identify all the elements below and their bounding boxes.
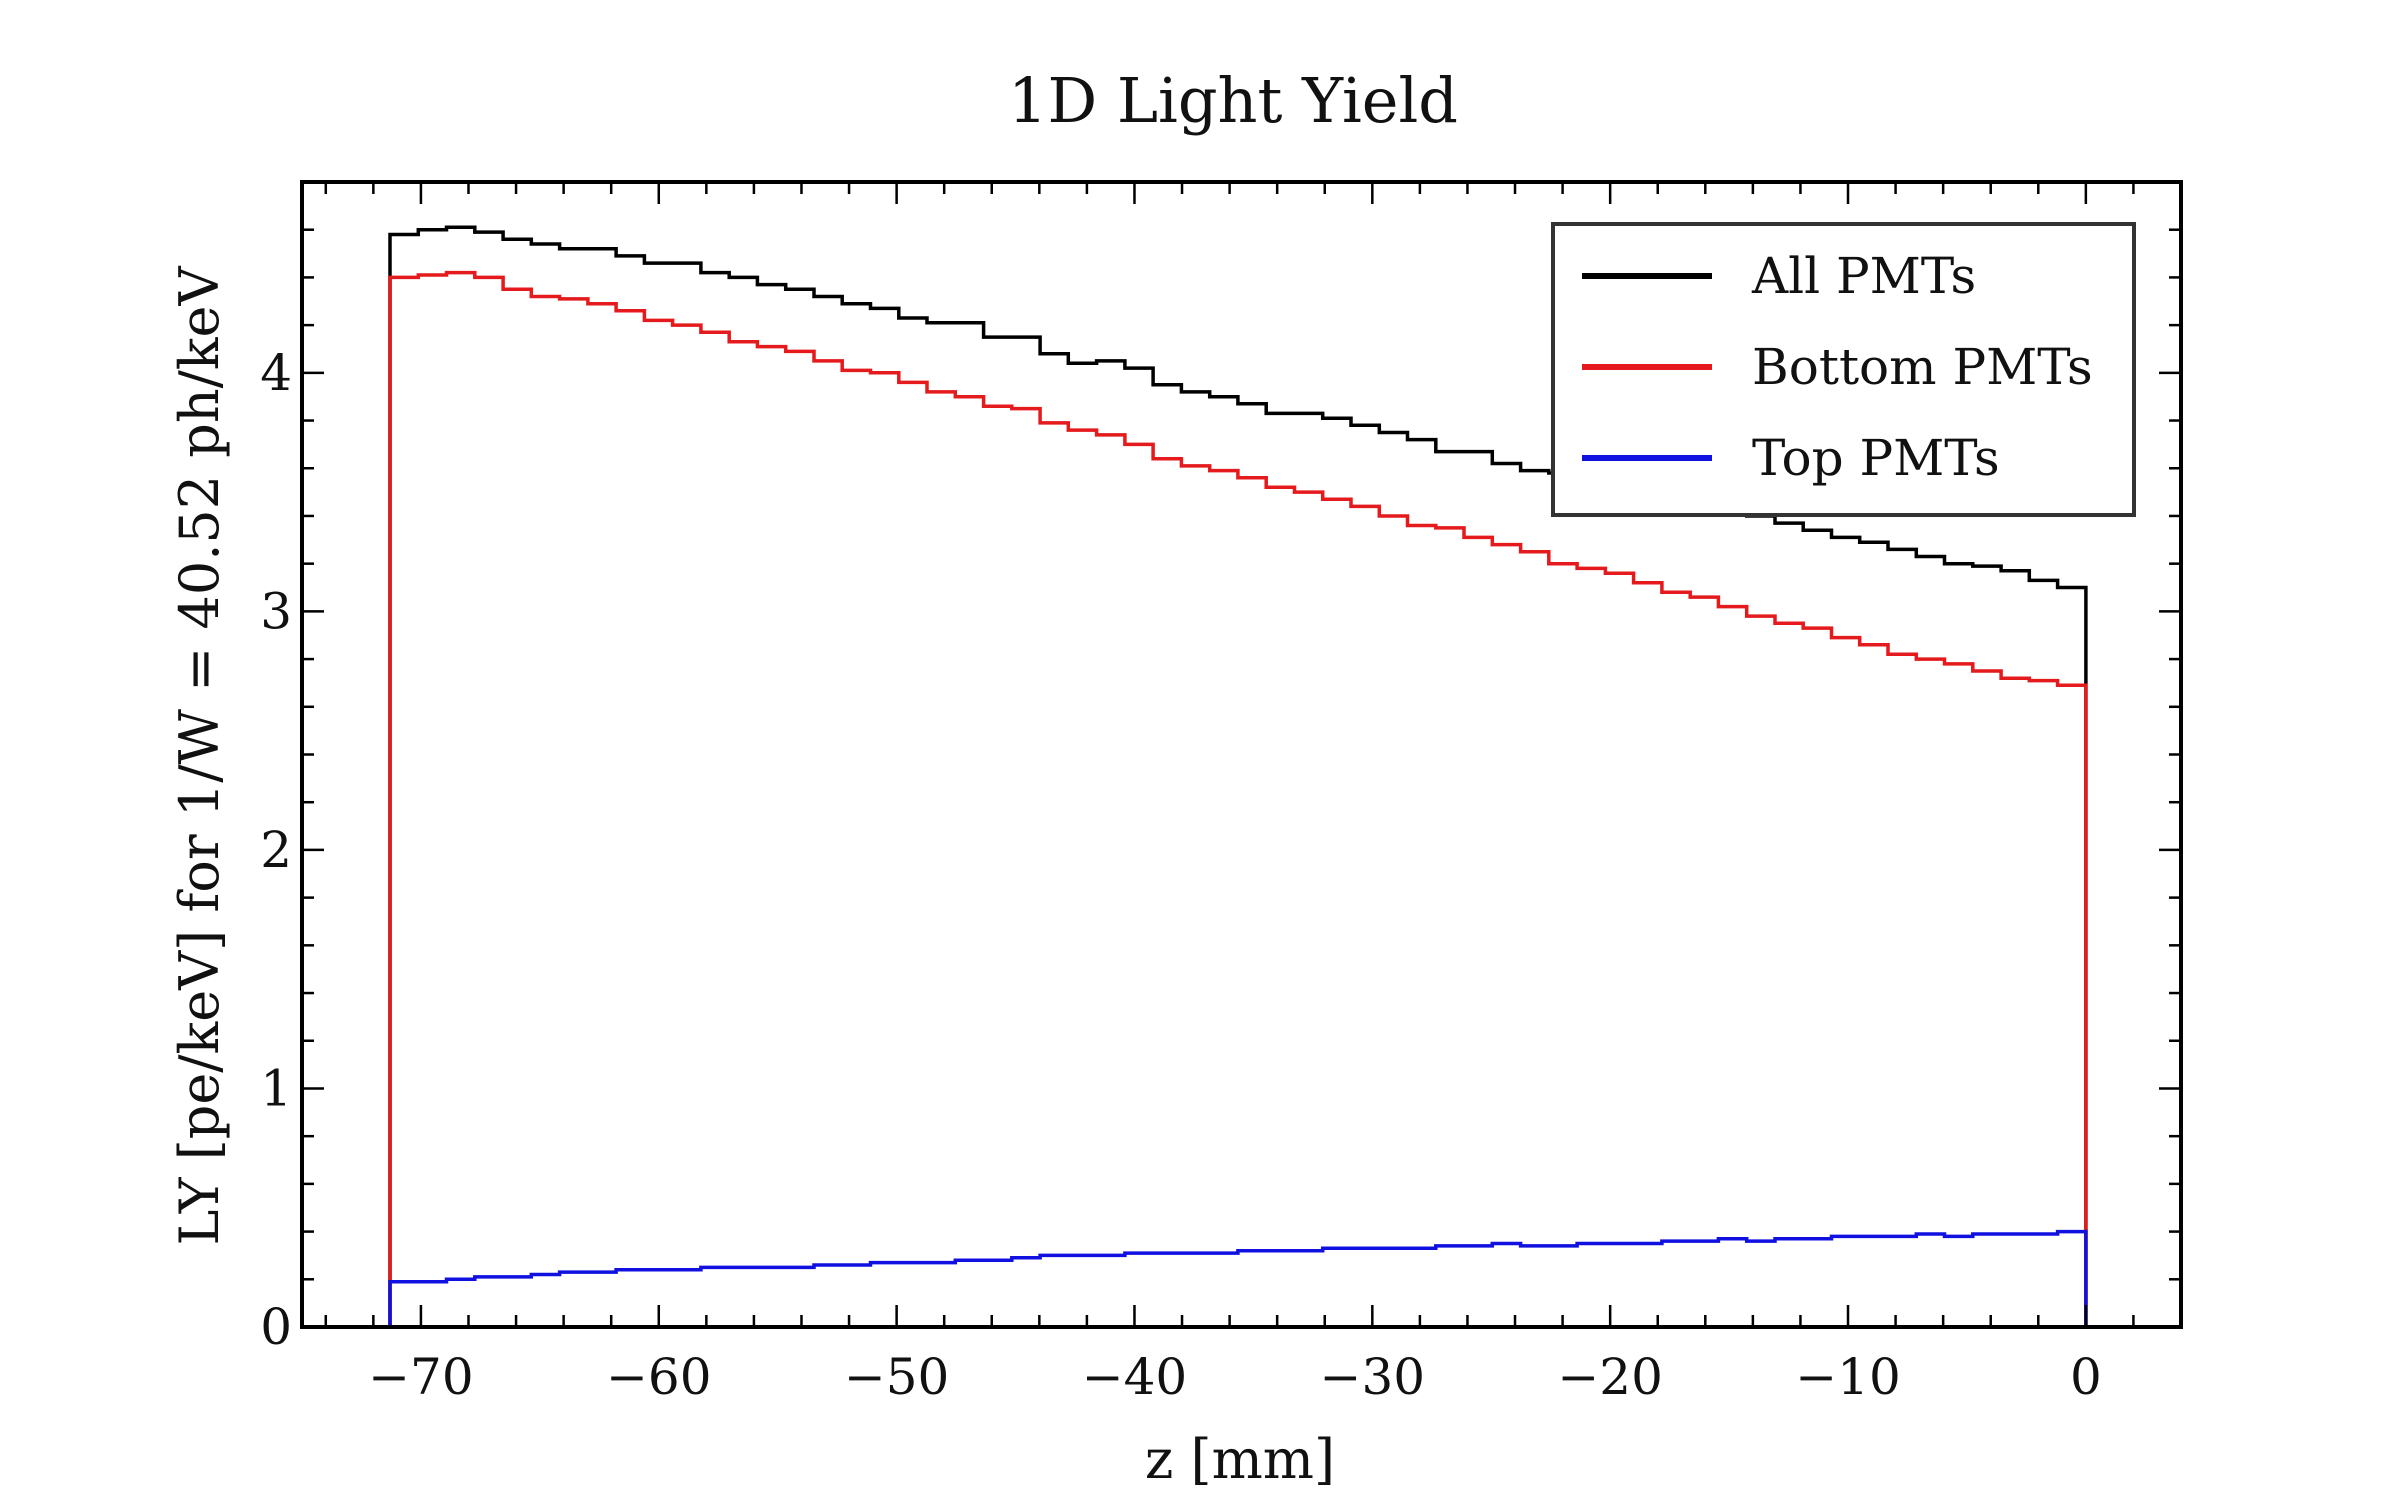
x-axis-ticks: −70 −60 −50 −40 −30 −20 −10 0 — [324, 182, 2183, 1406]
y-tick-label: 4 — [260, 344, 292, 402]
legend-label: Bottom PMTs — [1752, 338, 2093, 396]
y-tick-label: 0 — [260, 1298, 292, 1356]
y-axis-label: LY [pe/keV] for 1/W = 40.52 ph/keV — [168, 266, 231, 1246]
y-tick-label: 3 — [260, 582, 292, 640]
x-tick-label: 0 — [2070, 1348, 2102, 1406]
legend-label: All PMTs — [1751, 247, 1976, 305]
series-line-2 — [388, 1229, 2088, 1327]
series-line-1 — [388, 270, 2088, 1327]
y-tick-label: 2 — [260, 821, 292, 879]
x-tick-label: −10 — [1795, 1348, 1901, 1406]
x-tick-label: −50 — [844, 1348, 950, 1406]
series-line-0 — [388, 225, 2088, 1327]
y-axis-ticks: 0 1 2 3 4 — [260, 180, 2181, 1356]
legend-label: Top PMTs — [1752, 429, 2000, 487]
x-tick-label: −20 — [1557, 1348, 1663, 1406]
x-tick-label: −30 — [1320, 1348, 1426, 1406]
legend: All PMTs Bottom PMTs Top PMTs — [1551, 222, 2136, 517]
plot-series — [388, 225, 2088, 1327]
x-axis-label: z [mm] — [1145, 1428, 1335, 1491]
x-tick-label: −40 — [1082, 1348, 1188, 1406]
x-tick-label: −70 — [368, 1348, 474, 1406]
chart-title: 1D Light Yield — [1008, 64, 1458, 137]
x-tick-label: −60 — [606, 1348, 712, 1406]
y-tick-label: 1 — [260, 1059, 292, 1117]
